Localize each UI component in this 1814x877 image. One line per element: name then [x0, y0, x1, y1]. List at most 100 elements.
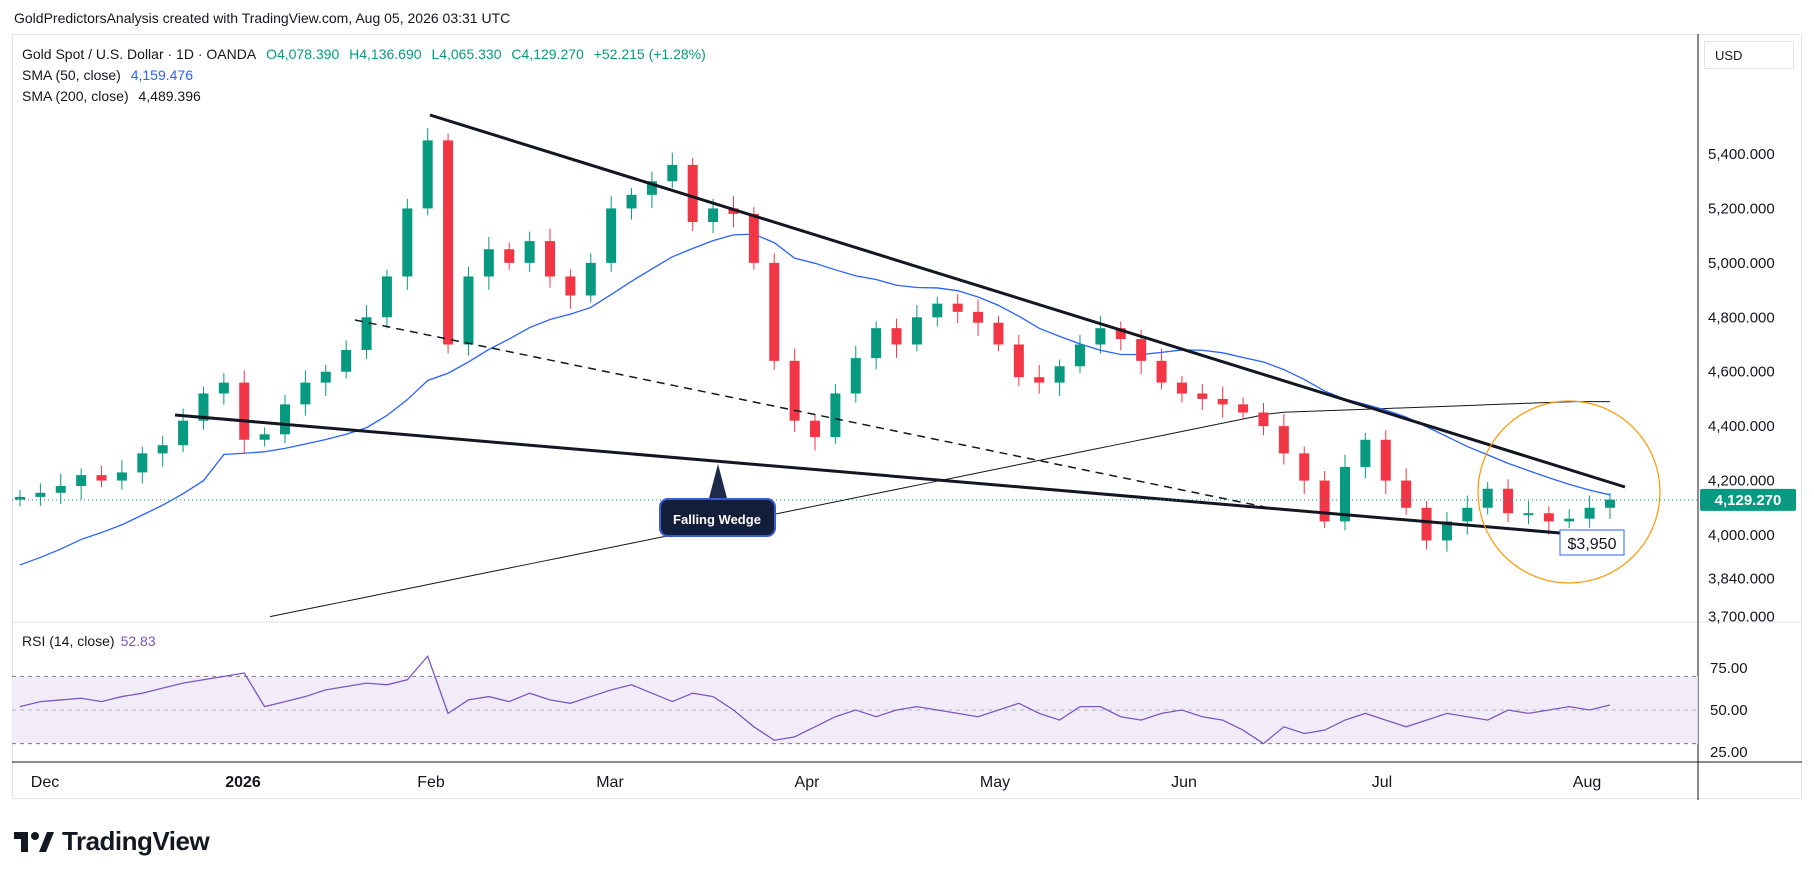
price-tick-label: 4,000.000 [1708, 527, 1775, 544]
candle-body [1543, 513, 1554, 522]
candle-body [1217, 398, 1228, 405]
price-tick-label: 4,600.000 [1708, 364, 1775, 381]
candle-body [1441, 521, 1452, 541]
sma200-path [269, 401, 1610, 618]
highlight-circle[interactable] [1477, 400, 1661, 584]
candle-body [361, 317, 372, 350]
sma200-label: SMA (200, close) [22, 88, 129, 104]
candle-body [422, 140, 433, 209]
rsi-legend[interactable]: RSI (14, close) 52.83 [22, 633, 156, 649]
tradingview-logo-icon [14, 831, 54, 852]
candle-body [932, 303, 943, 318]
candle-body [1013, 344, 1024, 378]
last-price-badge-text: 4,129.270 [1715, 492, 1782, 509]
price-tick-label: 5,200.000 [1708, 200, 1775, 217]
candle-body [1238, 404, 1249, 413]
time-tick-label: Feb [417, 774, 445, 791]
candle-body [565, 276, 576, 296]
time-tick-label: Dec [31, 774, 59, 791]
candle-body [1034, 377, 1045, 383]
time-tick-label: Jun [1171, 774, 1197, 791]
candle-body [1482, 488, 1493, 508]
candle-body [687, 164, 698, 223]
candle-body [381, 276, 392, 318]
candle-body [1421, 507, 1432, 541]
falling-wedge-callout[interactable]: Falling Wedge [659, 464, 776, 537]
candle-body [1503, 488, 1514, 514]
price-tick-label: 3,840.000 [1708, 571, 1775, 588]
sma50-row[interactable]: SMA (50, close) 4,159.476 [22, 65, 712, 86]
time-tick-label: 2026 [225, 774, 261, 791]
candle-body [1278, 426, 1289, 454]
target-label: $3,950 [1568, 536, 1617, 553]
candle-body [1340, 466, 1350, 522]
candle-body [15, 496, 25, 500]
candle-body [300, 382, 311, 405]
candle-body [871, 328, 882, 359]
price-tick-label: 4,200.000 [1708, 473, 1775, 490]
candle-body [1258, 412, 1269, 427]
candle-body [1156, 360, 1167, 383]
candle-body [483, 249, 494, 277]
symbol-label[interactable]: Gold Spot / U.S. Dollar · 1D · OANDA [22, 46, 257, 62]
time-tick-label: Jul [1372, 774, 1392, 791]
price-axis-labels[interactable]: 5,400.000 5,200.000 5,000.000 4,800.000 4,60… [1708, 146, 1775, 626]
candle-body [830, 393, 841, 438]
sma200-row[interactable]: SMA (200, close) 4,489.396 [22, 86, 712, 107]
sma50-value: 4,159.476 [130, 67, 194, 83]
target-callout[interactable]: $3,950 [1559, 529, 1625, 556]
candle-body [1523, 513, 1534, 516]
candle-body [728, 208, 739, 214]
last-price-badge: 4,129.270 [1700, 488, 1796, 511]
candle-body [218, 382, 229, 394]
rsi-axis-labels[interactable]: 75.00 50.00 25.00 [1710, 660, 1748, 761]
price-tick-label: 4,400.000 [1708, 418, 1775, 435]
upper-wedge-line [429, 113, 1626, 489]
candles [15, 128, 1615, 552]
time-tick-label: May [980, 774, 1010, 791]
candle-body [708, 208, 719, 223]
lower-wedge-line [174, 413, 1561, 535]
candle-body [1299, 453, 1310, 481]
rsi-label: RSI (14, close) [22, 633, 115, 649]
price-tick-label: 5,000.000 [1708, 255, 1775, 272]
candle-body [341, 349, 352, 372]
candle-body [524, 241, 535, 263]
candle-body [993, 322, 1004, 345]
callout-box [659, 498, 776, 537]
candle-body [810, 420, 820, 438]
price-tick-label: 5,400.000 [1708, 146, 1775, 163]
chart-frame [12, 34, 1802, 799]
symbol-row: Gold Spot / U.S. Dollar · 1D · OANDA O4,… [22, 44, 712, 65]
rsi-tick-label: 25.00 [1710, 744, 1748, 761]
candle-body [973, 311, 984, 323]
candle-body [463, 276, 474, 345]
sma50-line [19, 233, 1611, 566]
currency-button[interactable]: USD [1704, 41, 1794, 69]
sma200-line [269, 401, 1610, 618]
target-box [1559, 529, 1625, 556]
time-axis-labels[interactable]: Dec 2026 Feb Mar Apr May Jun Jul Aug [31, 774, 1601, 791]
tradingview-logo-text: TradingView [62, 826, 210, 856]
candle-body [259, 434, 270, 440]
rsi-tick-label: 50.00 [1710, 702, 1748, 719]
candle-body [1462, 507, 1473, 522]
candle-body [626, 194, 637, 209]
candle-body [178, 420, 189, 446]
candle-body [545, 241, 555, 277]
candle-body [1054, 366, 1065, 383]
tradingview-logo[interactable]: TradingView [14, 826, 210, 857]
candle-body [850, 358, 861, 394]
trendlines[interactable] [174, 113, 1626, 535]
candle-body [748, 213, 759, 263]
candle-body [606, 208, 617, 263]
candle-body [911, 317, 922, 345]
rsi-path [19, 654, 1611, 745]
candle-body [585, 262, 596, 296]
candle-body [504, 249, 515, 263]
candle-body [1401, 480, 1412, 508]
candle-body [239, 382, 250, 440]
candle-body [35, 492, 46, 497]
candle-body [1075, 344, 1085, 367]
